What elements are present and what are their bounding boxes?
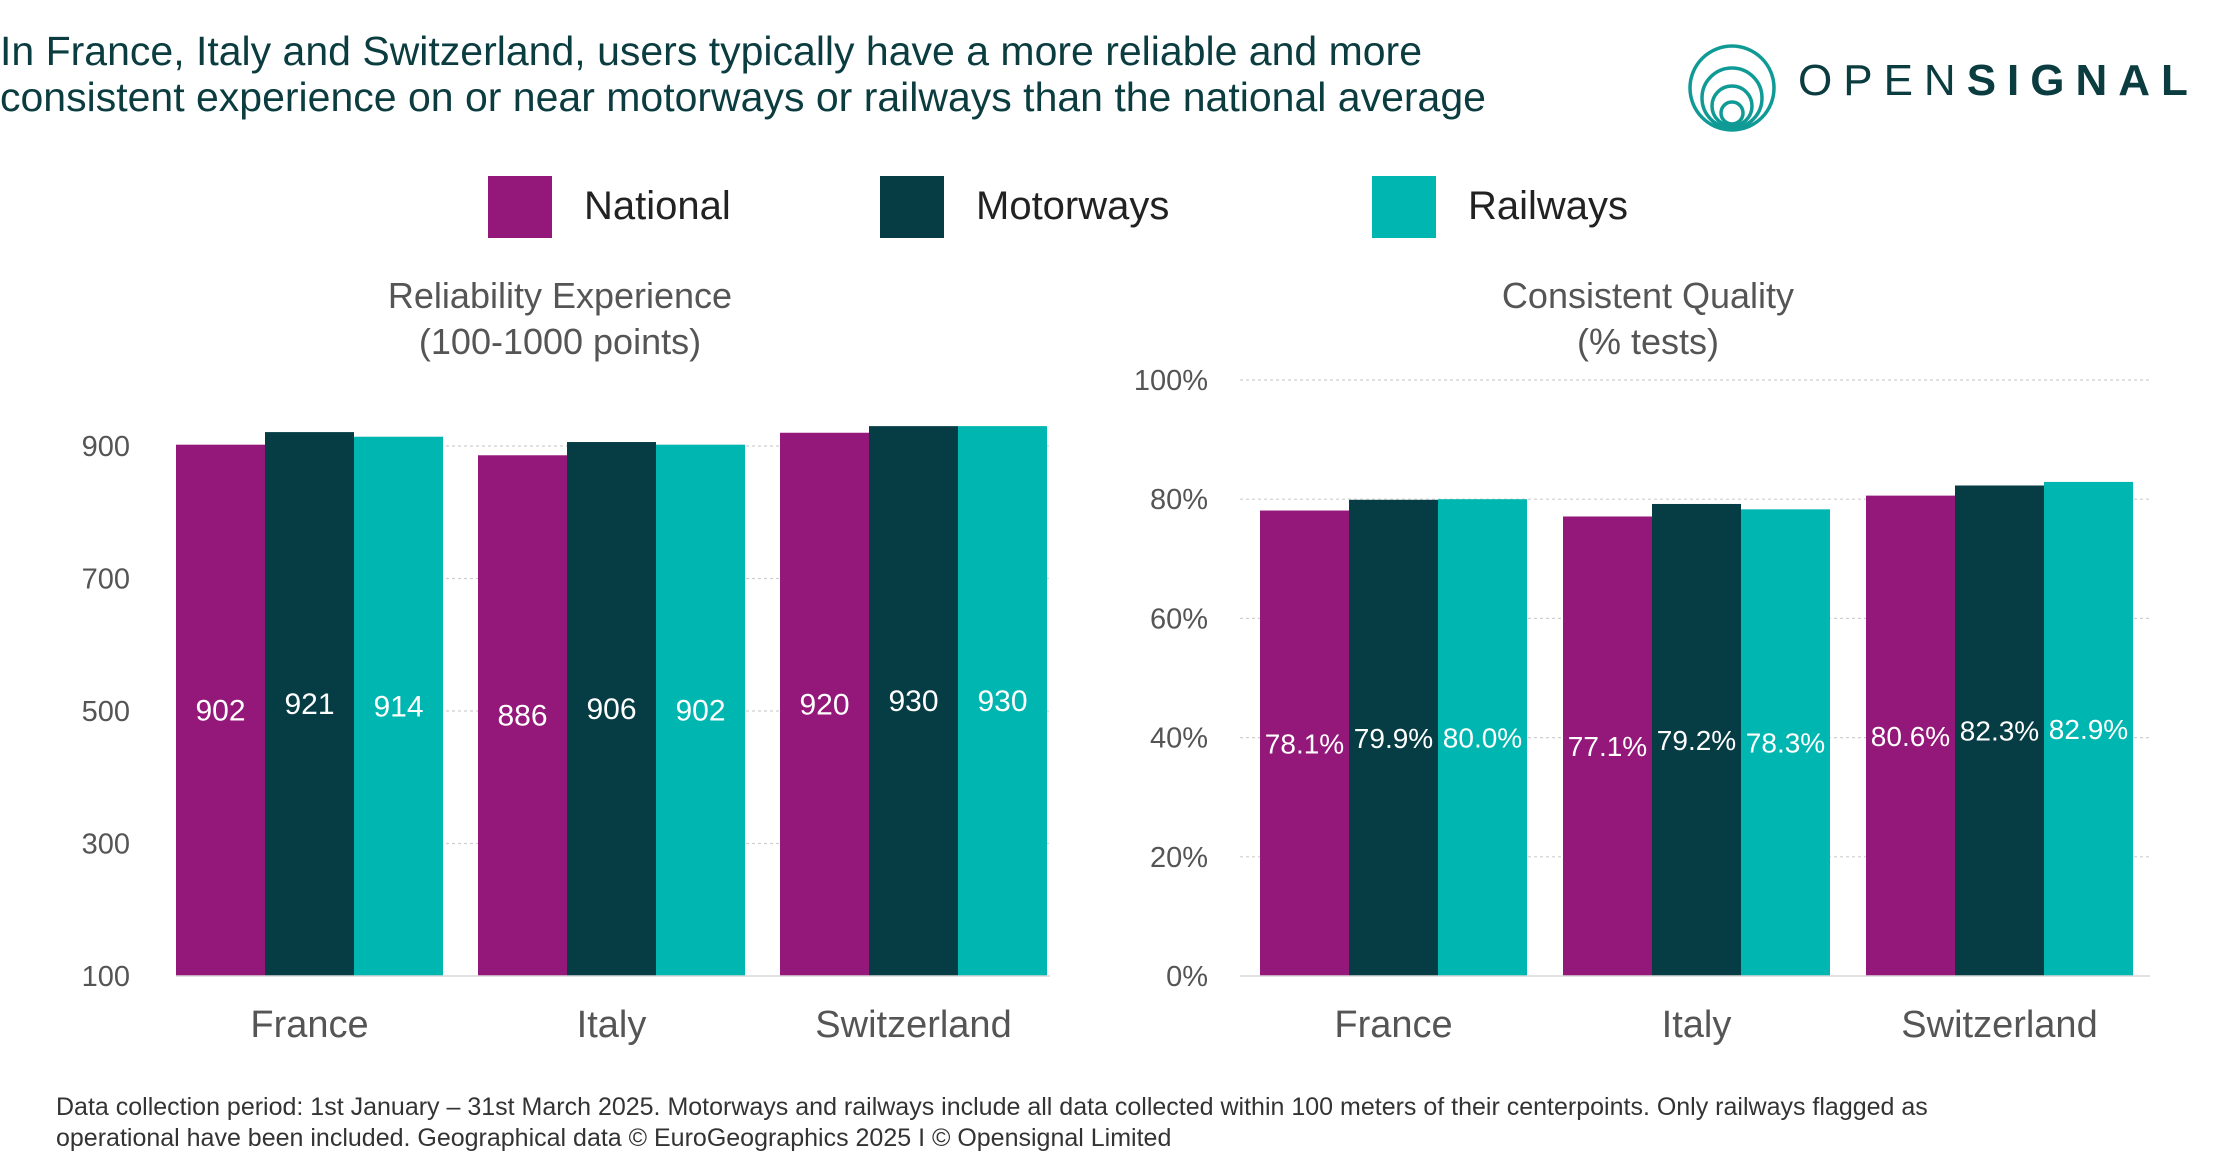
- data-label: 82.3%: [1960, 716, 2039, 747]
- legend-swatch-national: [488, 176, 552, 238]
- data-label: 77.1%: [1568, 731, 1647, 762]
- chart-title: Consistent Quality: [1502, 275, 1794, 316]
- bar-national-switzerland: [1866, 495, 1955, 976]
- headline-line-1: In France, Italy and Switzerland, users …: [0, 28, 1423, 74]
- bar-national-italy: [478, 455, 567, 976]
- data-label: 930: [888, 685, 938, 718]
- bar-motorways-france: [1349, 499, 1438, 976]
- data-label: 82.9%: [2049, 714, 2128, 745]
- y-tick-label: 300: [82, 829, 130, 861]
- x-tick-label: France: [250, 1004, 368, 1046]
- brand-name-bold: SIGNAL: [1966, 56, 2199, 105]
- bar-motorways-italy: [1652, 503, 1741, 976]
- x-tick-label: Switzerland: [1901, 1004, 2097, 1046]
- y-tick-label: 100: [82, 961, 130, 993]
- y-tick-label: 60%: [1150, 603, 1208, 635]
- bar-national-france: [1260, 510, 1349, 976]
- data-label: 902: [195, 694, 245, 727]
- headline-line-2: consistent experience on or near motorwa…: [0, 74, 1486, 120]
- brand-wordmark: OPENSIGNAL: [1798, 56, 2199, 106]
- y-tick-label: 0%: [1166, 961, 1208, 993]
- legend-swatch-railways: [1372, 176, 1436, 238]
- legend-swatch-motorways: [880, 176, 944, 238]
- legend: National Motorways Railways: [0, 172, 2215, 252]
- data-label: 906: [586, 693, 636, 726]
- headline: In France, Italy and Switzerland, users …: [0, 28, 1700, 120]
- bar-railways-france: [1438, 499, 1527, 976]
- chart-consistent-quality: Consistent Quality (% tests) 0% 20% 40% 60% 80…: [1134, 275, 2150, 1046]
- bar-motorways-italy: [567, 442, 656, 976]
- y-tick-label: 40%: [1150, 723, 1208, 755]
- opensignal-logo-icon: [1688, 44, 1776, 132]
- y-tick-label: 80%: [1150, 484, 1208, 516]
- bar-motorways-switzerland: [869, 426, 958, 976]
- bar-motorways-switzerland: [1955, 485, 2044, 976]
- bar-national-switzerland: [780, 432, 869, 976]
- bar-national-france: [176, 444, 265, 976]
- brand-name-light: OPEN: [1798, 56, 1967, 105]
- footer-line-1: Data collection period: 1st January – 31…: [56, 1093, 1928, 1121]
- bar-railways-switzerland: [2044, 481, 2133, 976]
- data-label: 78.3%: [1746, 728, 1825, 759]
- data-label: 80.0%: [1443, 723, 1522, 754]
- x-tick-label: Switzerland: [815, 1004, 1011, 1046]
- footer-note: Data collection period: 1st January – 31…: [56, 1092, 2196, 1154]
- legend-label-national: National: [584, 184, 731, 228]
- data-label: 921: [284, 688, 334, 721]
- data-label: 920: [799, 688, 849, 721]
- data-label: 930: [977, 685, 1027, 718]
- data-label: 79.2%: [1657, 725, 1736, 756]
- y-tick-label: 100%: [1134, 365, 1208, 397]
- x-tick-label: Italy: [577, 1004, 647, 1046]
- data-label: 886: [497, 700, 547, 733]
- data-label: 80.6%: [1871, 721, 1950, 752]
- data-label: 79.9%: [1354, 723, 1433, 754]
- bar-railways-france: [354, 436, 443, 977]
- legend-label-motorways: Motorways: [976, 184, 1170, 228]
- y-tick-label: 500: [82, 696, 130, 728]
- y-tick-label: 900: [82, 431, 130, 463]
- data-label: 78.1%: [1265, 728, 1344, 759]
- y-tick-label: 20%: [1150, 842, 1208, 874]
- legend-label-railways: Railways: [1468, 184, 1629, 228]
- chart-title: Reliability Experience: [388, 275, 732, 316]
- bar-railways-italy: [656, 444, 745, 976]
- data-label: 914: [373, 690, 423, 723]
- x-tick-label: Italy: [1662, 1004, 1732, 1046]
- bar-railways-switzerland: [958, 426, 1047, 976]
- chart-subtitle: (% tests): [1577, 321, 1719, 362]
- footer-line-2: operational have been included. Geograph…: [56, 1124, 1172, 1152]
- bar-motorways-france: [265, 432, 354, 976]
- chart-reliability-experience: Reliability Experience (100-1000 points) 1…: [82, 275, 1050, 1046]
- bar-railways-italy: [1741, 509, 1830, 976]
- chart-subtitle: (100-1000 points): [419, 321, 701, 362]
- y-tick-label: 700: [82, 564, 130, 596]
- data-label: 902: [675, 694, 725, 727]
- x-tick-label: France: [1334, 1004, 1452, 1046]
- bar-national-italy: [1563, 516, 1652, 976]
